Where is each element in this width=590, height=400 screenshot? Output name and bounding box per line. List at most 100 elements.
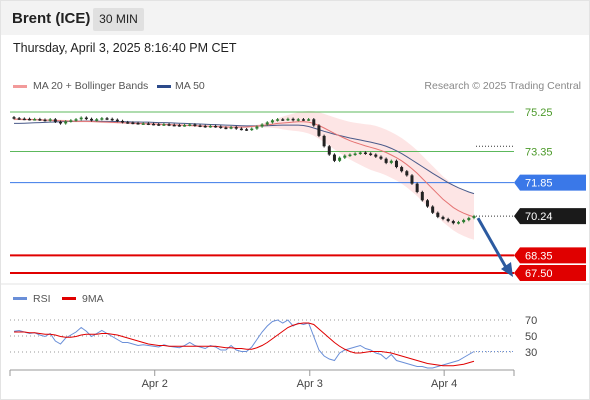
rsi-level-label-70: 70 (525, 315, 537, 327)
rsi-ma-legend-label: 9MA (82, 293, 104, 305)
candle-body (472, 216, 476, 218)
candle-body (322, 135, 326, 147)
rsi-level-label-30: 30 (525, 347, 537, 359)
candle-body (219, 126, 223, 129)
price-tag-68.35 (514, 247, 586, 264)
candle-body (456, 222, 460, 224)
forecast-arrow-head (501, 262, 513, 277)
candle-body (100, 118, 104, 120)
candle-body (48, 119, 52, 121)
candle-body (198, 125, 202, 128)
candle-body (384, 158, 388, 163)
candle-body (136, 123, 140, 125)
candle-body (131, 122, 135, 125)
candle-body (245, 129, 249, 131)
x-tick-label: Apr 4 (431, 378, 457, 390)
x-tick-label: Apr 3 (297, 378, 323, 390)
candle-body (110, 118, 114, 121)
price-label-73.35: 73.35 (525, 146, 553, 158)
candle-body (431, 206, 435, 213)
ma50-legend-label: MA 50 (175, 80, 205, 92)
datetime-label: Thursday, April 3, 2025 8:16:40 PM CET (13, 41, 237, 55)
candle-body (177, 125, 181, 127)
candle-body (208, 125, 212, 128)
price-label-70.24: 70.24 (525, 211, 553, 223)
candle-body (358, 152, 362, 155)
ma20-line (14, 118, 475, 218)
price-label-75.25: 75.25 (525, 107, 553, 119)
forecast-arrow-shaft (476, 217, 510, 272)
instrument-title: Brent (ICE) (12, 10, 91, 27)
candle-body (203, 125, 207, 128)
research-credit: Research © 2025 Trading Central (424, 80, 581, 92)
candle-body (281, 119, 285, 121)
candle-body (69, 120, 73, 122)
rsi-ma-line (14, 322, 475, 367)
candle-body (415, 183, 419, 192)
candle-body (43, 119, 47, 122)
rsi-legend-swatch (13, 297, 27, 300)
candle-body (90, 118, 94, 121)
candle-body (167, 124, 171, 126)
x-tick-label: Apr 2 (142, 378, 168, 390)
candle-body (286, 118, 290, 121)
candle-body (301, 119, 305, 121)
candle-body (353, 153, 357, 156)
timeframe-button[interactable]: 30 MIN (93, 8, 144, 31)
candle-body (53, 119, 57, 122)
candle-body (188, 124, 192, 126)
candle-body (405, 171, 409, 176)
candle-body (446, 218, 450, 222)
candle-body (214, 125, 218, 128)
candle-body (327, 146, 331, 155)
header-bar: Brent (ICE) 30 MIN (1, 1, 589, 35)
candle-body (312, 119, 316, 126)
price-label-68.35: 68.35 (525, 250, 553, 262)
candle-body (193, 124, 197, 126)
candle-body (394, 160, 398, 168)
candle-body (17, 118, 21, 120)
candle-body (467, 217, 471, 221)
candle-body (296, 119, 300, 121)
candle-body (338, 157, 342, 161)
candle-body (410, 175, 414, 184)
candle-body (22, 118, 26, 121)
candle-body (441, 216, 445, 219)
rsi-level-label-50: 50 (525, 331, 537, 343)
candle-body (121, 120, 125, 123)
price-label-71.85: 71.85 (525, 178, 553, 190)
rsi-ma-legend-swatch (62, 297, 76, 300)
candle-body (255, 126, 259, 129)
candle-body (332, 154, 336, 161)
bollinger-band (14, 110, 474, 240)
candle-body (84, 117, 88, 120)
candle-body (224, 127, 228, 130)
candle-body (374, 154, 378, 157)
ma50-legend-swatch (157, 85, 171, 88)
candle-body (162, 124, 166, 126)
candle-body (317, 125, 321, 136)
candle-body (239, 128, 243, 131)
candle-body (33, 119, 37, 121)
ma20-legend-swatch (13, 85, 27, 88)
candle-body (234, 127, 238, 129)
candle-body (229, 127, 233, 129)
price-tag-70.24 (514, 208, 586, 225)
candle-body (74, 119, 78, 121)
candle-body (115, 119, 119, 122)
candle-body (270, 120, 274, 123)
candle-body (369, 153, 373, 156)
candle-body (389, 160, 393, 163)
candle-body (265, 122, 269, 125)
candle-body (307, 119, 311, 121)
candle-body (291, 118, 295, 121)
candle-body (436, 212, 440, 217)
candle-body (420, 191, 424, 201)
candle-body (343, 155, 347, 158)
candle-body (105, 118, 109, 120)
candle-body (348, 154, 352, 157)
candle-body (146, 123, 150, 125)
price-tag-67.50 (514, 265, 586, 281)
